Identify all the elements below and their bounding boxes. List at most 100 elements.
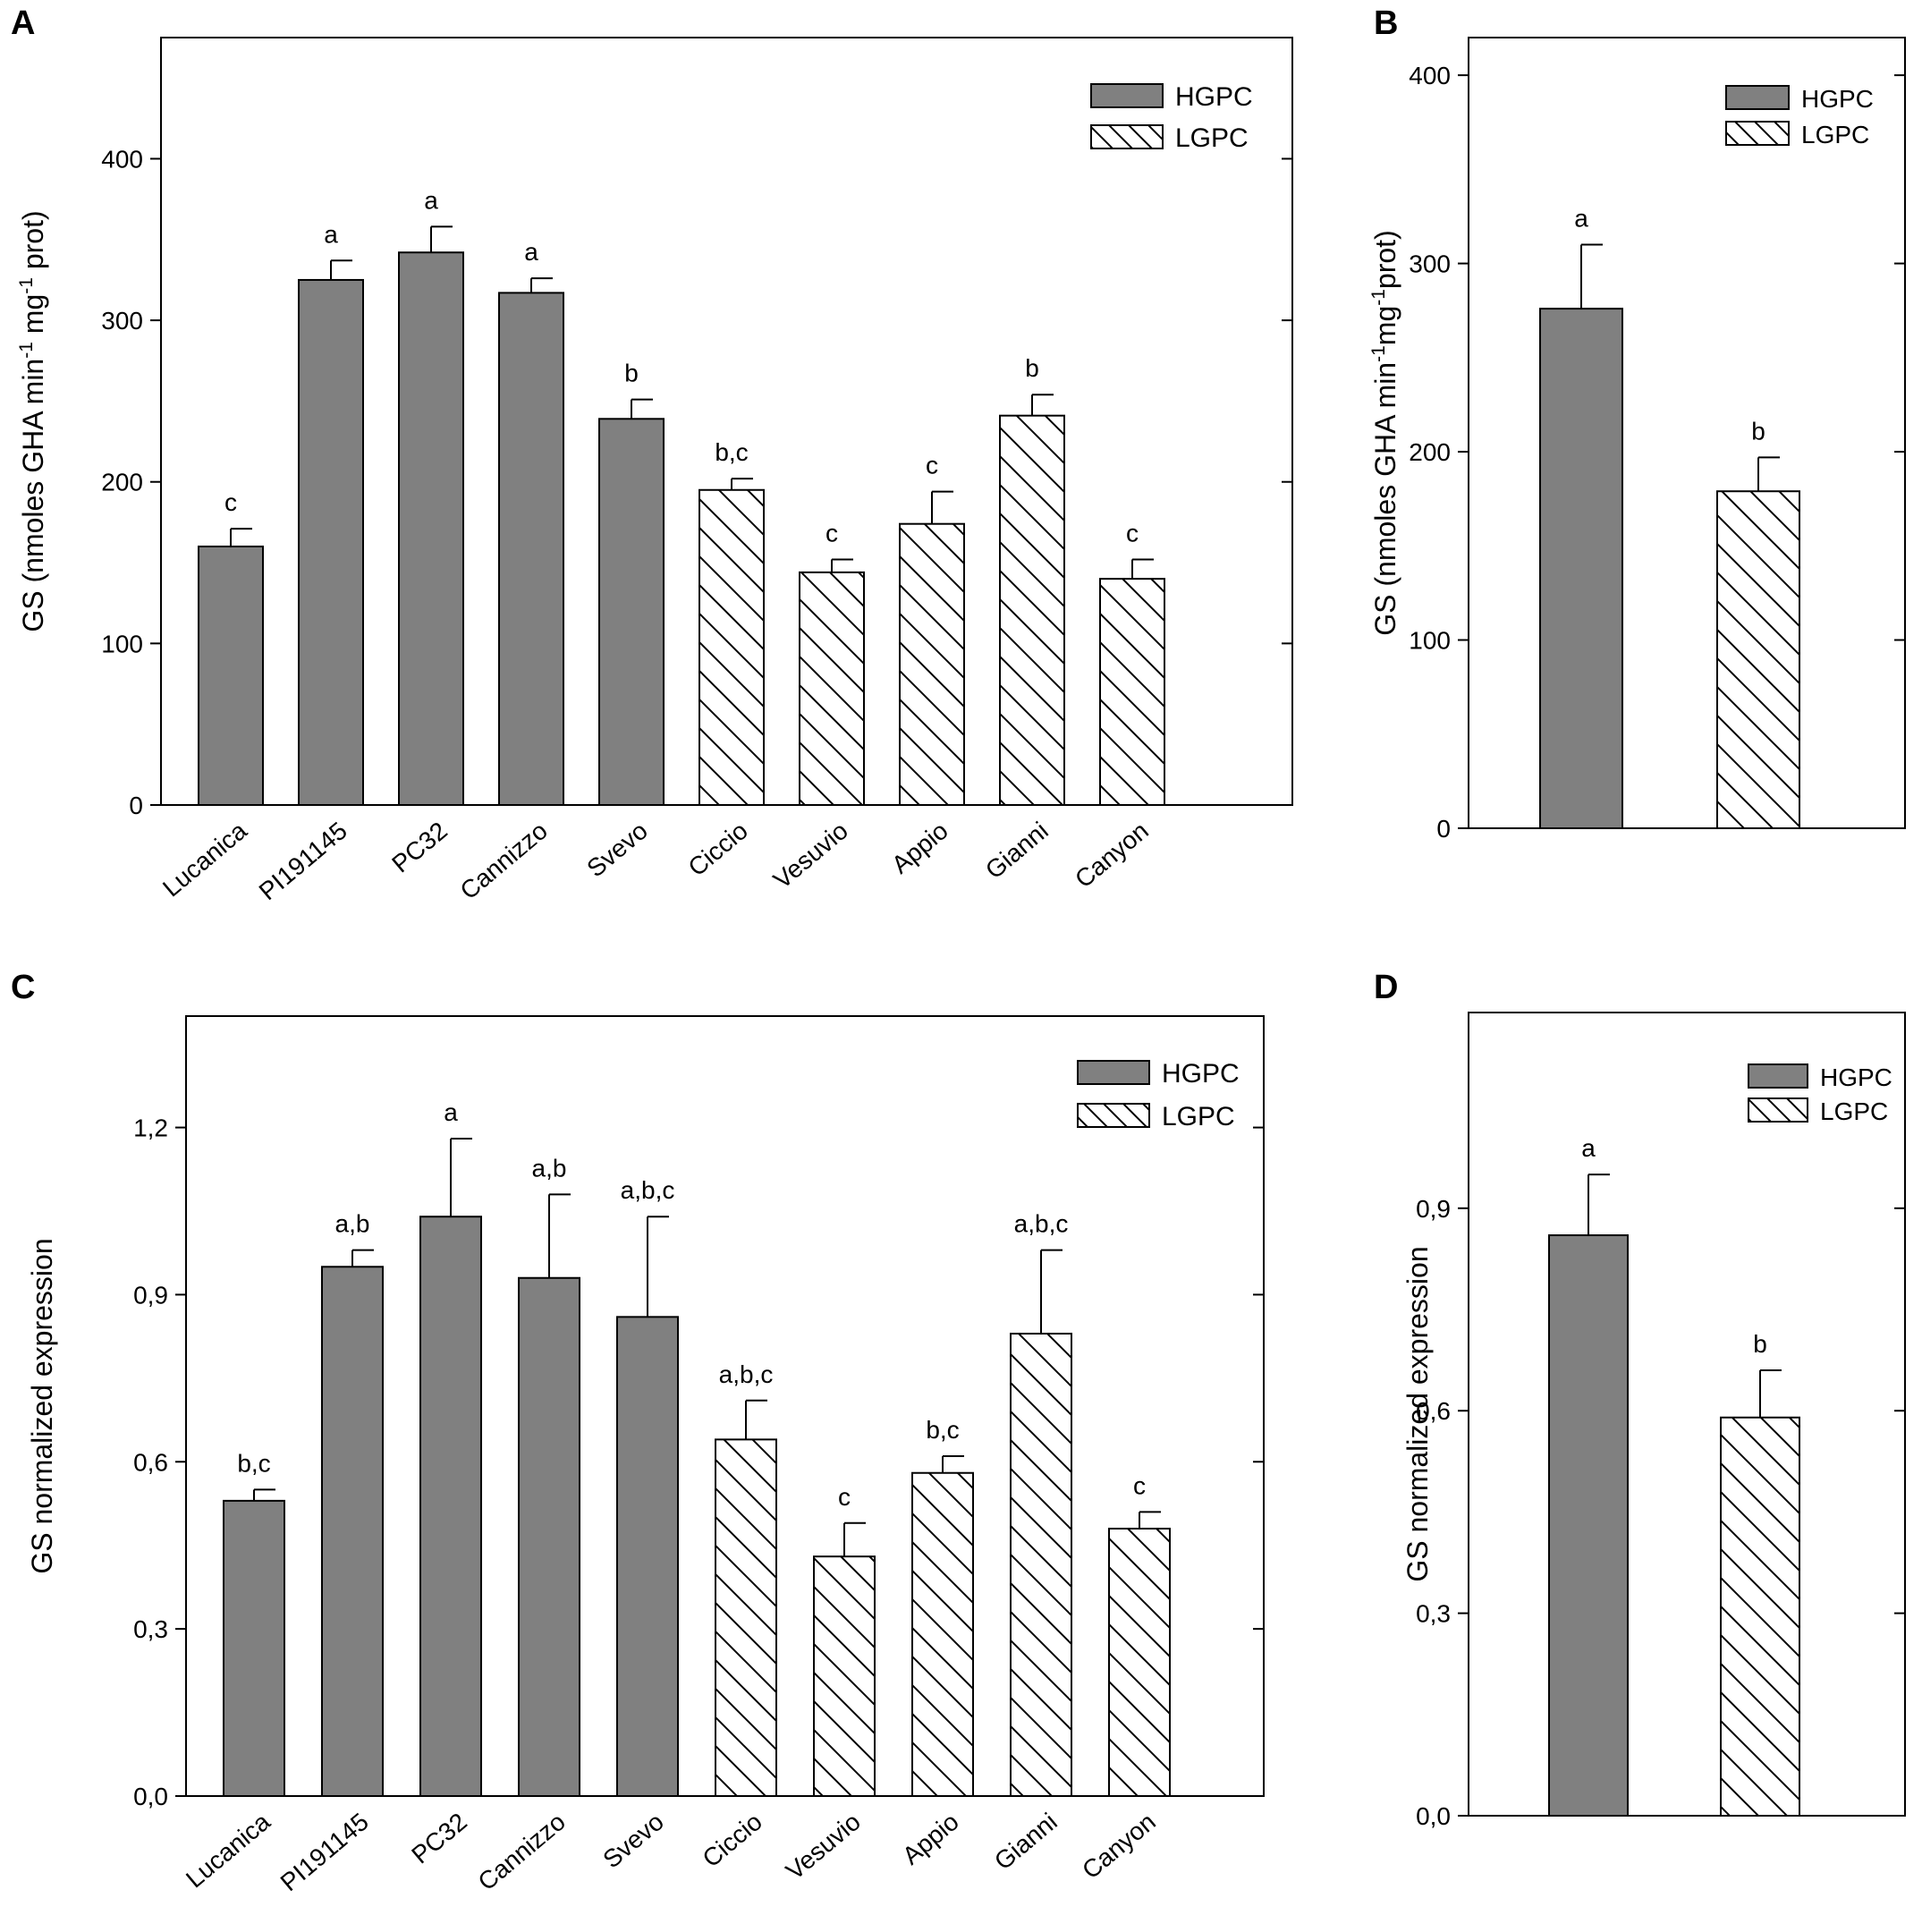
x-tick-label: Cannizzo [473, 1808, 571, 1896]
significance-letter: c [826, 519, 838, 547]
x-tick-label: Vesuvio [781, 1808, 866, 1885]
bar-vesuvio [813, 1555, 876, 1797]
bar-lgpc [1720, 1416, 1800, 1817]
plot-frame [1468, 1012, 1906, 1817]
y-axis-label: GS normalized expression [26, 1238, 58, 1573]
significance-letter: a,b [532, 1154, 567, 1182]
x-tick-label: Canyon [1070, 817, 1154, 894]
legend-label-hgpc: HGPC [1801, 85, 1874, 113]
bar-lucanica [223, 1499, 285, 1798]
significance-letter: c [224, 488, 237, 516]
bar-lgpc [1716, 490, 1800, 829]
y-tick-label: 0,6 [133, 1448, 168, 1476]
significance-letter: b,c [926, 1416, 959, 1444]
legend-label-lgpc: LGPC [1801, 121, 1869, 148]
y-tick-label: 0,0 [133, 1783, 168, 1810]
legend-swatch-lgpc [1077, 1103, 1150, 1128]
y-axis-label-part: GS (nmoles GHA min [1369, 362, 1401, 636]
bar-pc32 [398, 251, 464, 806]
x-tick-label: Svevo [581, 817, 653, 883]
x-tick-label: PI191145 [275, 1808, 374, 1896]
y-axis-label-part: prot) [17, 210, 49, 277]
x-tick-label: PC32 [406, 1808, 472, 1869]
x-tick-label: Appio [897, 1808, 964, 1870]
significance-letter: b [1751, 417, 1765, 445]
y-axis-label-part: mg [1369, 306, 1401, 345]
y-axis-label: GS (nmoles GHA min-1mg-1prot) [1368, 230, 1401, 635]
bar-ciccio [699, 488, 765, 806]
x-tick-label: Ciccio [698, 1808, 767, 1873]
bar-gianni [1010, 1333, 1072, 1797]
significance-letter: b [624, 360, 639, 387]
x-tick-label: Vesuvio [768, 817, 853, 894]
panel-label-a: A [11, 4, 35, 42]
significance-letter: c [1126, 519, 1139, 547]
y-tick-label: 200 [101, 469, 143, 496]
bar-lucanica [198, 545, 264, 807]
significance-letter: c [926, 452, 938, 479]
y-tick-label: 300 [1409, 250, 1451, 278]
significance-letter: a [524, 238, 538, 266]
significance-letter: a [424, 186, 438, 214]
plot-frame [1468, 37, 1906, 829]
y-tick-label: 0 [129, 792, 143, 819]
bar-vesuvio [799, 571, 865, 806]
legend-label-lgpc: LGPC [1175, 123, 1249, 153]
y-axis-label-part: -1 [1368, 289, 1389, 306]
bar-pi191145 [298, 278, 364, 806]
significance-letter: a [324, 220, 338, 248]
bar-svevo [598, 418, 665, 806]
y-axis-label-part: GS (nmoles GHA min [17, 359, 49, 632]
bar-svevo [616, 1316, 679, 1798]
x-tick-label: Cannizzo [455, 817, 553, 905]
significance-letter: b [1753, 1330, 1767, 1358]
bar-hgpc [1548, 1234, 1629, 1818]
significance-letter: c [1133, 1471, 1146, 1499]
legend-swatch-hgpc [1748, 1063, 1808, 1089]
chart-panel-c: 0,0 0,3 0,6 0,9 1,2 GS normalized expression b… [26, 1015, 1265, 1896]
x-tick-label: Lucanica [181, 1808, 275, 1894]
y-axis-label-part: mg [17, 294, 49, 342]
y-axis-label: GS normalized expression [1401, 1246, 1434, 1581]
y-tick-label: 400 [1409, 62, 1451, 89]
significance-letter: c [838, 1483, 851, 1511]
y-tick-label: 0,9 [133, 1281, 168, 1309]
x-tick-label: Appio [886, 817, 953, 879]
y-tick-label: 100 [101, 630, 143, 657]
bar-appio [911, 1471, 974, 1797]
x-tick-label: Canyon [1077, 1808, 1161, 1885]
significance-letter: a,b,c [621, 1176, 675, 1204]
significance-letter: b,c [715, 438, 748, 466]
x-tick-label: Gianni [980, 817, 1054, 885]
y-tick-label: 400 [101, 145, 143, 173]
legend-label-hgpc: HGPC [1820, 1063, 1892, 1091]
panel-label-b: B [1374, 4, 1398, 42]
bar-cannizzo [518, 1276, 580, 1797]
legend-swatch-lgpc [1725, 121, 1790, 146]
significance-letter: a [444, 1098, 458, 1126]
legend-label-hgpc: HGPC [1175, 82, 1253, 112]
y-tick-label: 0,6 [1416, 1397, 1451, 1425]
legend-swatch-lgpc [1748, 1097, 1808, 1123]
x-tick-label: PI191145 [254, 817, 352, 905]
significance-letter: b [1025, 354, 1039, 382]
significance-letter: a,b [335, 1210, 370, 1238]
bar-hgpc [1539, 308, 1623, 830]
y-tick-label: 0 [1436, 815, 1451, 843]
x-tick-label: Ciccio [683, 817, 753, 882]
significance-letter: a,b,c [719, 1360, 774, 1388]
chart-panel-d: 0,0 0,3 0,6 0,9 GS normalized expression a b HG… [1401, 1012, 1906, 1830]
significance-letter: a [1581, 1134, 1596, 1162]
significance-letter: b,c [237, 1449, 270, 1477]
panel-label-c: C [11, 969, 35, 1006]
y-axis-label-part: prot) [1369, 230, 1401, 289]
y-tick-label: 100 [1409, 627, 1451, 655]
panel-label-d: D [1374, 969, 1398, 1006]
y-tick-label: 0,3 [133, 1615, 168, 1643]
y-tick-label: 0,0 [1416, 1802, 1451, 1830]
legend-swatch-lgpc [1090, 124, 1164, 149]
bar-ciccio [715, 1438, 777, 1798]
y-axis-label-part: -1 [16, 342, 37, 359]
significance-letter: a [1574, 205, 1588, 233]
significance-letter: a,b,c [1014, 1210, 1069, 1238]
